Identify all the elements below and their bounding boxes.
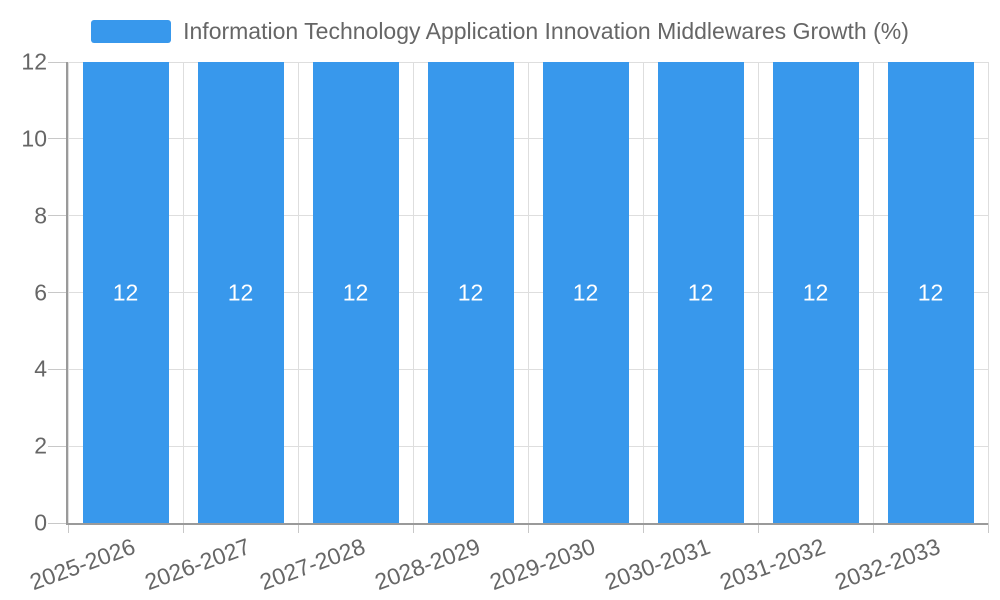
y-tick-mark [48,138,68,140]
bar: 12 [887,62,974,523]
bar-value-label: 12 [917,279,944,305]
v-gridline [642,62,644,523]
x-tick-mark [757,523,759,533]
x-tick-mark [412,523,414,533]
bar: 12 [197,62,284,523]
x-tick-mark [642,523,644,533]
v-gridline [527,62,529,523]
y-axis-label: 8 [34,202,47,229]
x-tick-mark [297,523,299,533]
x-axis-label: 2030-2031 [600,533,714,596]
y-tick-mark [48,368,68,370]
v-gridline [67,62,69,523]
bar: 12 [772,62,859,523]
legend-swatch [91,19,172,43]
x-axis-label: 2032-2033 [830,533,944,596]
x-axis-line [66,522,988,525]
bar-value-label: 12 [802,279,829,305]
y-axis-label: 4 [34,355,47,382]
bar: 12 [312,62,399,523]
v-gridline [987,62,989,523]
bar-value-label: 12 [342,279,369,305]
y-tick-mark [48,522,68,524]
y-axis-label: 0 [34,509,47,536]
bar: 12 [427,62,514,523]
y-tick-mark [48,292,68,293]
v-gridline [297,62,299,523]
y-axis-label: 10 [21,125,47,152]
x-axis-label: 2027-2028 [255,533,369,596]
x-axis-label: 2026-2027 [140,533,254,596]
bar-value-label: 12 [227,279,254,305]
v-gridline [412,62,414,523]
y-tick-mark [48,445,68,447]
y-axis-line [66,62,68,524]
y-axis-label: 12 [21,48,47,75]
bar: 12 [82,62,169,523]
x-tick-mark [67,523,69,533]
v-gridline [182,62,184,523]
x-axis-label: 2031-2032 [715,533,829,596]
x-axis-label: 2029-2030 [485,533,599,596]
v-gridline [872,62,874,523]
x-tick-mark [987,523,989,533]
y-tick-mark [48,215,68,217]
bar-value-label: 12 [112,279,139,305]
x-axis-label: 2025-2026 [25,533,139,596]
legend-item[interactable]: Information Technology Application Innov… [0,19,1000,43]
bar-value-label: 12 [687,279,714,305]
y-tick-mark [48,61,68,63]
x-tick-mark [182,523,184,533]
bar-value-label: 12 [457,279,484,305]
v-gridline [757,62,759,523]
legend-label: Information Technology Application Innov… [183,18,909,44]
y-axis-label: 2 [34,432,47,459]
x-tick-mark [872,523,874,533]
x-axis-label: 2028-2029 [370,533,484,596]
bar: 12 [542,62,629,523]
bar-value-label: 12 [572,279,599,305]
y-axis-label: 6 [34,279,47,305]
x-tick-mark [527,523,529,533]
bar: 12 [657,62,744,523]
